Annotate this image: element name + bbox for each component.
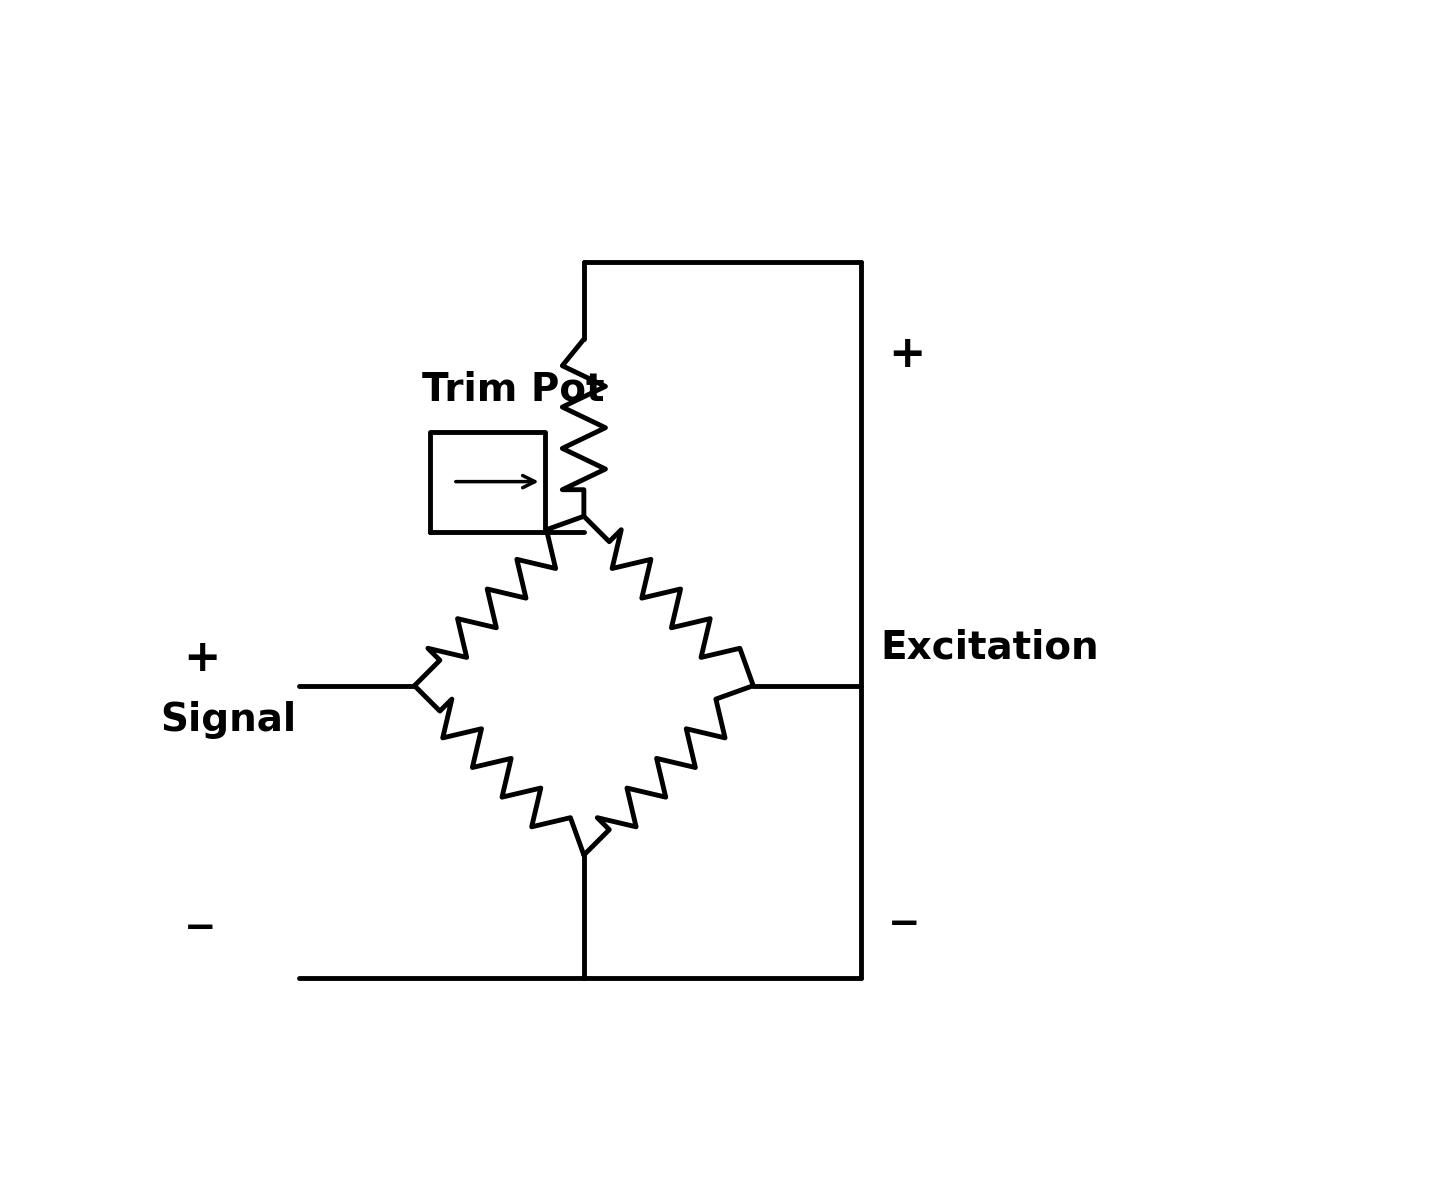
Text: +: + xyxy=(888,333,925,377)
Text: Excitation: Excitation xyxy=(881,628,1099,666)
Text: Trim Pot: Trim Pot xyxy=(422,371,604,408)
Text: −: − xyxy=(888,906,921,943)
Text: Signal: Signal xyxy=(160,701,296,740)
Text: −: − xyxy=(183,909,216,947)
Text: +: + xyxy=(183,638,220,680)
